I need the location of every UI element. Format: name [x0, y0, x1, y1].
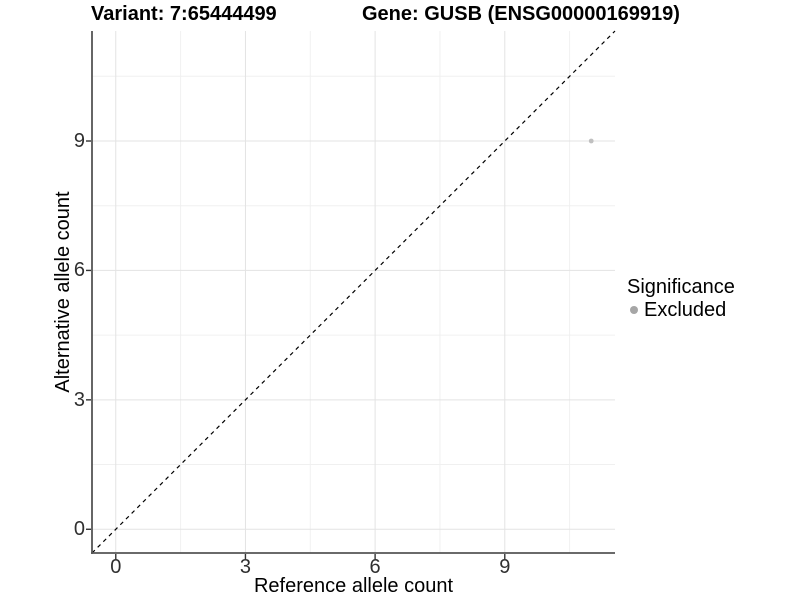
y-tick-label: 0	[73, 518, 85, 541]
legend-point-icon	[630, 306, 638, 314]
y-tick-label: 6	[73, 259, 85, 282]
x-tick-label: 3	[239, 556, 251, 578]
x-tick-label: 0	[110, 556, 122, 578]
x-axis-title: Reference allele count	[253, 575, 453, 597]
plot-title-gene: Gene: GUSB (ENSG00000169919)	[362, 3, 680, 25]
data-point	[588, 138, 594, 144]
identity-line	[91, 30, 616, 554]
y-tick-label: 3	[73, 388, 85, 411]
x-tick-label: 9	[499, 556, 511, 578]
y-axis-title: Alternative allele count	[52, 191, 74, 393]
legend-item-excluded: Excluded	[627, 299, 735, 321]
y-tick-label: 9	[73, 130, 85, 152]
legend-title: Significance	[627, 276, 735, 298]
x-tick-label: 6	[369, 556, 381, 578]
legend: Significance Excluded	[627, 276, 735, 321]
legend-item-label: Excluded	[644, 299, 727, 321]
plot-title-variant: Variant: 7:65444499	[91, 3, 277, 25]
